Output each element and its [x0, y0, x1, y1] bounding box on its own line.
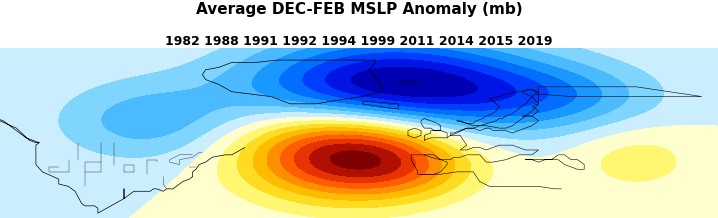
- Text: 1982 1988 1991 1992 1994 1999 2011 2014 2015 2019: 1982 1988 1991 1992 1994 1999 2011 2014 …: [165, 35, 553, 48]
- Text: Average DEC-FEB MSLP Anomaly (mb): Average DEC-FEB MSLP Anomaly (mb): [196, 2, 522, 17]
